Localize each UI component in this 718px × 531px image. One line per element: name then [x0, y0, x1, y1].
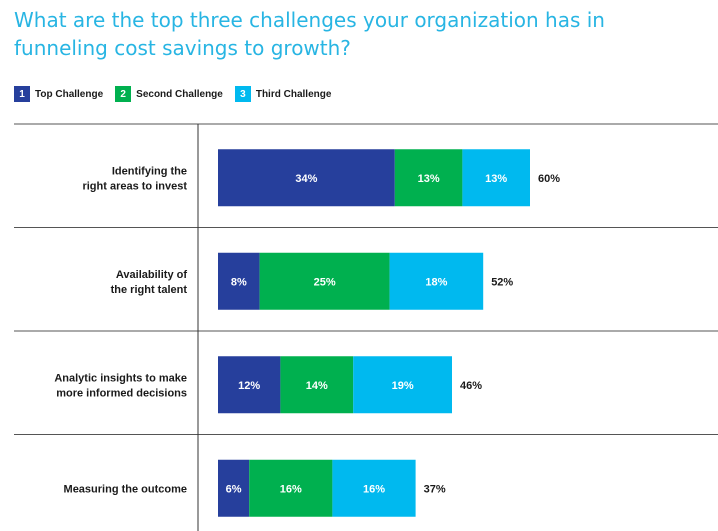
bar-segment	[259, 252, 390, 310]
bar-segment	[280, 356, 354, 414]
category-label: Analytic insights to make	[54, 372, 187, 384]
legend-label-2: Second Challenge	[136, 88, 223, 100]
bar-segment	[394, 149, 463, 207]
data-label: 34%	[295, 173, 317, 185]
legend-item-top-challenge: 1 Top Challenge	[14, 86, 103, 102]
data-label: 13%	[418, 173, 440, 185]
data-label: 16%	[280, 483, 302, 495]
legend: 1 Top Challenge 2 Second Challenge 3 Thi…	[14, 86, 343, 102]
category-label: Identifying the	[112, 165, 187, 177]
category-label: more informed decisions	[56, 387, 187, 399]
chart-title: What are the top three challenges your o…	[14, 8, 605, 60]
data-label: 13%	[485, 173, 507, 185]
data-label: 6%	[226, 483, 242, 495]
category-label: right areas to invest	[82, 180, 187, 192]
total-label: 37%	[424, 483, 446, 495]
total-label: 46%	[460, 380, 482, 392]
bar-segment	[218, 252, 260, 310]
legend-swatch-1: 1	[14, 86, 30, 102]
bar-segment	[332, 459, 416, 517]
bar-segment	[218, 356, 281, 414]
bar-segment	[218, 149, 395, 207]
category-label: Measuring the outcome	[64, 483, 187, 495]
data-label: 18%	[425, 276, 447, 288]
category-label: Availability of	[116, 269, 187, 281]
legend-label-1: Top Challenge	[35, 88, 104, 100]
data-label: 12%	[238, 380, 260, 392]
category-label: the right talent	[111, 284, 188, 296]
total-label: 60%	[538, 173, 560, 185]
data-label: 16%	[363, 483, 385, 495]
legend-swatch-3: 3	[234, 86, 251, 102]
bar-segment	[249, 459, 333, 517]
bar-segment	[218, 459, 250, 517]
legend-item-second-challenge: 2 Second Challenge	[115, 86, 223, 102]
bar-segment	[389, 252, 484, 310]
legend-swatch-2: 2	[115, 86, 132, 102]
bar-segment	[462, 149, 530, 207]
total-label: 52%	[491, 276, 513, 288]
legend-item-third-challenge: 3 Third Challenge	[234, 86, 332, 102]
data-label: 14%	[306, 380, 328, 392]
data-label: 19%	[392, 380, 414, 392]
data-label: 25%	[314, 276, 336, 288]
bar-segment	[353, 356, 452, 414]
data-label: 8%	[231, 276, 247, 288]
legend-label-3: Third Challenge	[255, 88, 332, 100]
